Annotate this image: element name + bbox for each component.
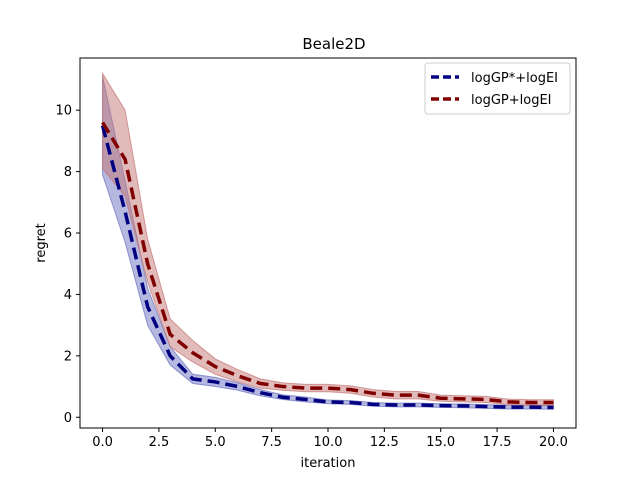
x-tick-label: 12.5 xyxy=(370,435,399,450)
y-axis-label: regret xyxy=(34,223,49,262)
x-tick-label: 5.0 xyxy=(205,435,226,450)
x-tick-label: 2.5 xyxy=(149,435,170,450)
confidence-bands xyxy=(102,71,554,410)
series-lines xyxy=(100,121,554,410)
x-tick-label: 15.0 xyxy=(426,435,455,450)
legend-label-1: logGP*+logEI xyxy=(471,71,558,86)
x-tick-label: 0.0 xyxy=(92,435,113,450)
y-tick-label: 2 xyxy=(64,349,72,364)
y-tick-label: 10 xyxy=(55,104,72,119)
y-axis-ticks: 0 2 4 6 8 10 xyxy=(55,104,80,426)
y-tick-label: 4 xyxy=(64,288,72,303)
y-tick-label: 8 xyxy=(64,165,72,180)
x-tick-label: 20.0 xyxy=(539,435,568,450)
legend: logGP*+logEI logGP+logEI xyxy=(424,62,571,115)
y-tick-label: 6 xyxy=(64,227,72,242)
legend-label-2: logGP+logEI xyxy=(471,93,552,108)
chart-title: Beale2D xyxy=(302,35,365,53)
confidence-band-1 xyxy=(102,76,554,410)
series-line-1 xyxy=(100,125,554,410)
x-tick-label: 7.5 xyxy=(261,435,282,450)
x-axis-label: iteration xyxy=(301,456,356,471)
x-tick-label: 10.0 xyxy=(314,435,343,450)
x-axis-ticks: 0.0 2.5 5.0 7.5 10.0 12.5 15.0 17.5 20.0 xyxy=(92,428,568,450)
series-line-2 xyxy=(101,121,554,405)
y-tick-label: 0 xyxy=(64,411,72,426)
x-tick-label: 17.5 xyxy=(483,435,512,450)
legend-box xyxy=(424,62,571,115)
confidence-band-2 xyxy=(102,71,554,406)
